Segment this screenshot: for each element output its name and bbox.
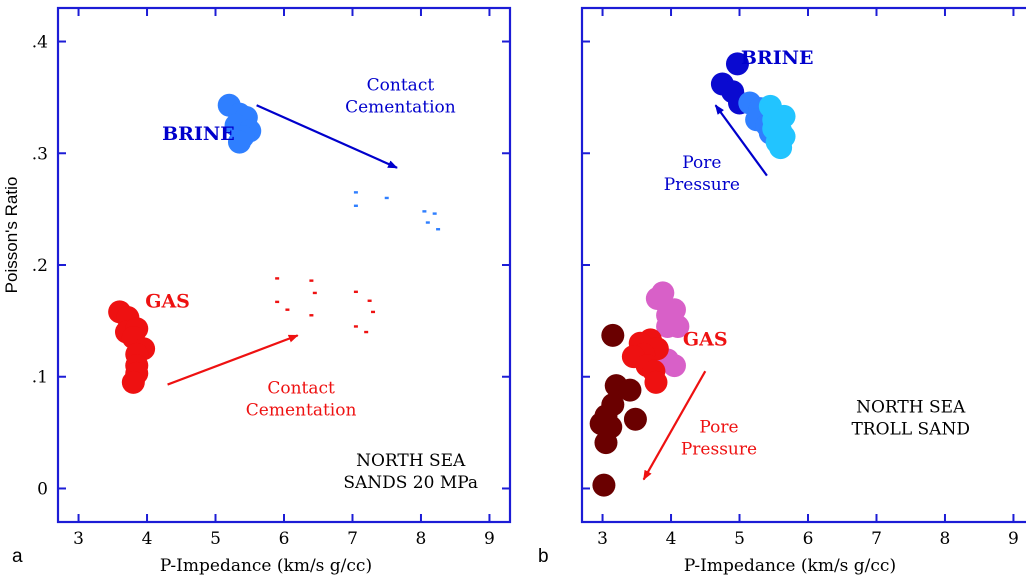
annotation-line: SANDS 20 MPa [343,473,478,493]
series-gas_red [621,328,669,394]
data-point [592,473,616,497]
gas-arrow-label: Pore Pressure [681,418,757,460]
data-point [353,204,358,207]
data-point [436,228,441,231]
gas-label: GAS [683,328,728,350]
brine-arrow-label: Contact Cementation [345,76,456,118]
y-tick-label: 0 [37,479,48,499]
data-point [367,299,372,302]
data-point [644,370,668,394]
x-tick-label: 9 [1008,529,1019,549]
data-point [725,52,749,76]
x-tick-label: 5 [210,529,221,549]
x-tick-label: 3 [597,529,608,549]
gas-arrow [167,334,299,386]
gas-arrow [642,370,707,481]
annotation-line: Pressure [681,440,757,460]
data-point [425,221,430,224]
data-point [353,191,358,194]
x-tick-label: 4 [666,529,677,549]
x-axis-title: P-Impedance (km/s g/cc) [684,556,896,576]
x-tick-label: 7 [347,529,358,549]
data-point [312,291,317,295]
data-point [309,279,314,282]
data-point [769,136,793,160]
annotation-line: Pressure [664,175,740,195]
data-point [353,325,358,328]
annotation-line: NORTH SEA [356,451,466,471]
panel-letter: a [12,546,23,567]
brine-arrow [256,104,398,169]
x-tick-label: 8 [940,529,951,549]
brine-label: BRINE [162,123,235,145]
data-point [227,130,251,154]
x-tick-label: 5 [734,529,745,549]
gas-label: GAS [145,290,190,312]
series-brine_cemented [353,191,441,231]
annotation-line: Pore [682,153,721,173]
data-point [309,314,314,317]
brine-arrow [714,104,768,177]
x-tick-label: 6 [803,529,814,549]
panel-b-chart: 3 4 5 6 7 8 9 P-Impedance (km/s g/cc) b BRINE GAS P… [538,6,1026,576]
brine-arrow-label: Pore Pressure [664,153,740,195]
data-point [285,308,290,311]
series-gas [108,300,156,394]
y-tick-label: .2 [32,256,48,276]
y-axis-title: Poisson's Ratio [2,177,21,294]
data-point [618,378,642,402]
data-point [432,212,437,215]
annotation-line: Cementation [246,401,357,421]
annotation-line: Contact [267,379,335,399]
panel-letter: b [538,546,549,567]
x-tick-label: 8 [416,529,427,549]
plot-frame [580,6,1026,524]
annotation-line: Contact [367,76,435,96]
y-tick-label: .4 [32,33,48,53]
series-gas_dark [589,323,647,497]
data-point [645,287,669,311]
data-point [353,290,358,294]
x-tick-label: 7 [871,529,882,549]
annotation-line: NORTH SEA [856,397,966,417]
gas-arrow-label: Contact Cementation [246,379,357,421]
plot-frame [56,6,512,524]
annotation-line: Cementation [345,98,456,118]
data-point [601,323,625,347]
data-point [121,370,145,394]
data-point [384,196,389,200]
brine-label: BRINE [741,47,814,69]
location-label: NORTH SEA TROLL SAND [851,397,970,439]
annotation-line: Pore [699,418,738,438]
data-point [594,431,618,455]
y-tick-label: .1 [32,368,48,388]
series-gas_cemented [275,277,376,334]
data-point [422,210,427,213]
data-point [371,310,376,314]
data-point [275,300,280,304]
x-tick-label: 4 [142,529,153,549]
panel-a-chart: 3 4 5 6 7 8 9 0 .1 .2 .3 .4 P-Impedance (km/s g/cc) P… [2,6,512,576]
location-label: NORTH SEA SANDS 20 MPa [343,451,478,493]
data-point [623,407,647,431]
x-tick-label: 3 [73,529,84,549]
data-point [656,314,680,338]
annotation-line: TROLL SAND [851,419,970,439]
x-tick-label: 6 [279,529,290,549]
y-tick-label: .3 [32,144,48,164]
data-point [275,277,280,280]
x-axis-title: P-Impedance (km/s g/cc) [160,556,372,576]
series-brine [217,93,262,154]
series-brine_cyan [758,94,796,160]
x-tick-label: 9 [484,529,495,549]
data-point [364,330,369,334]
